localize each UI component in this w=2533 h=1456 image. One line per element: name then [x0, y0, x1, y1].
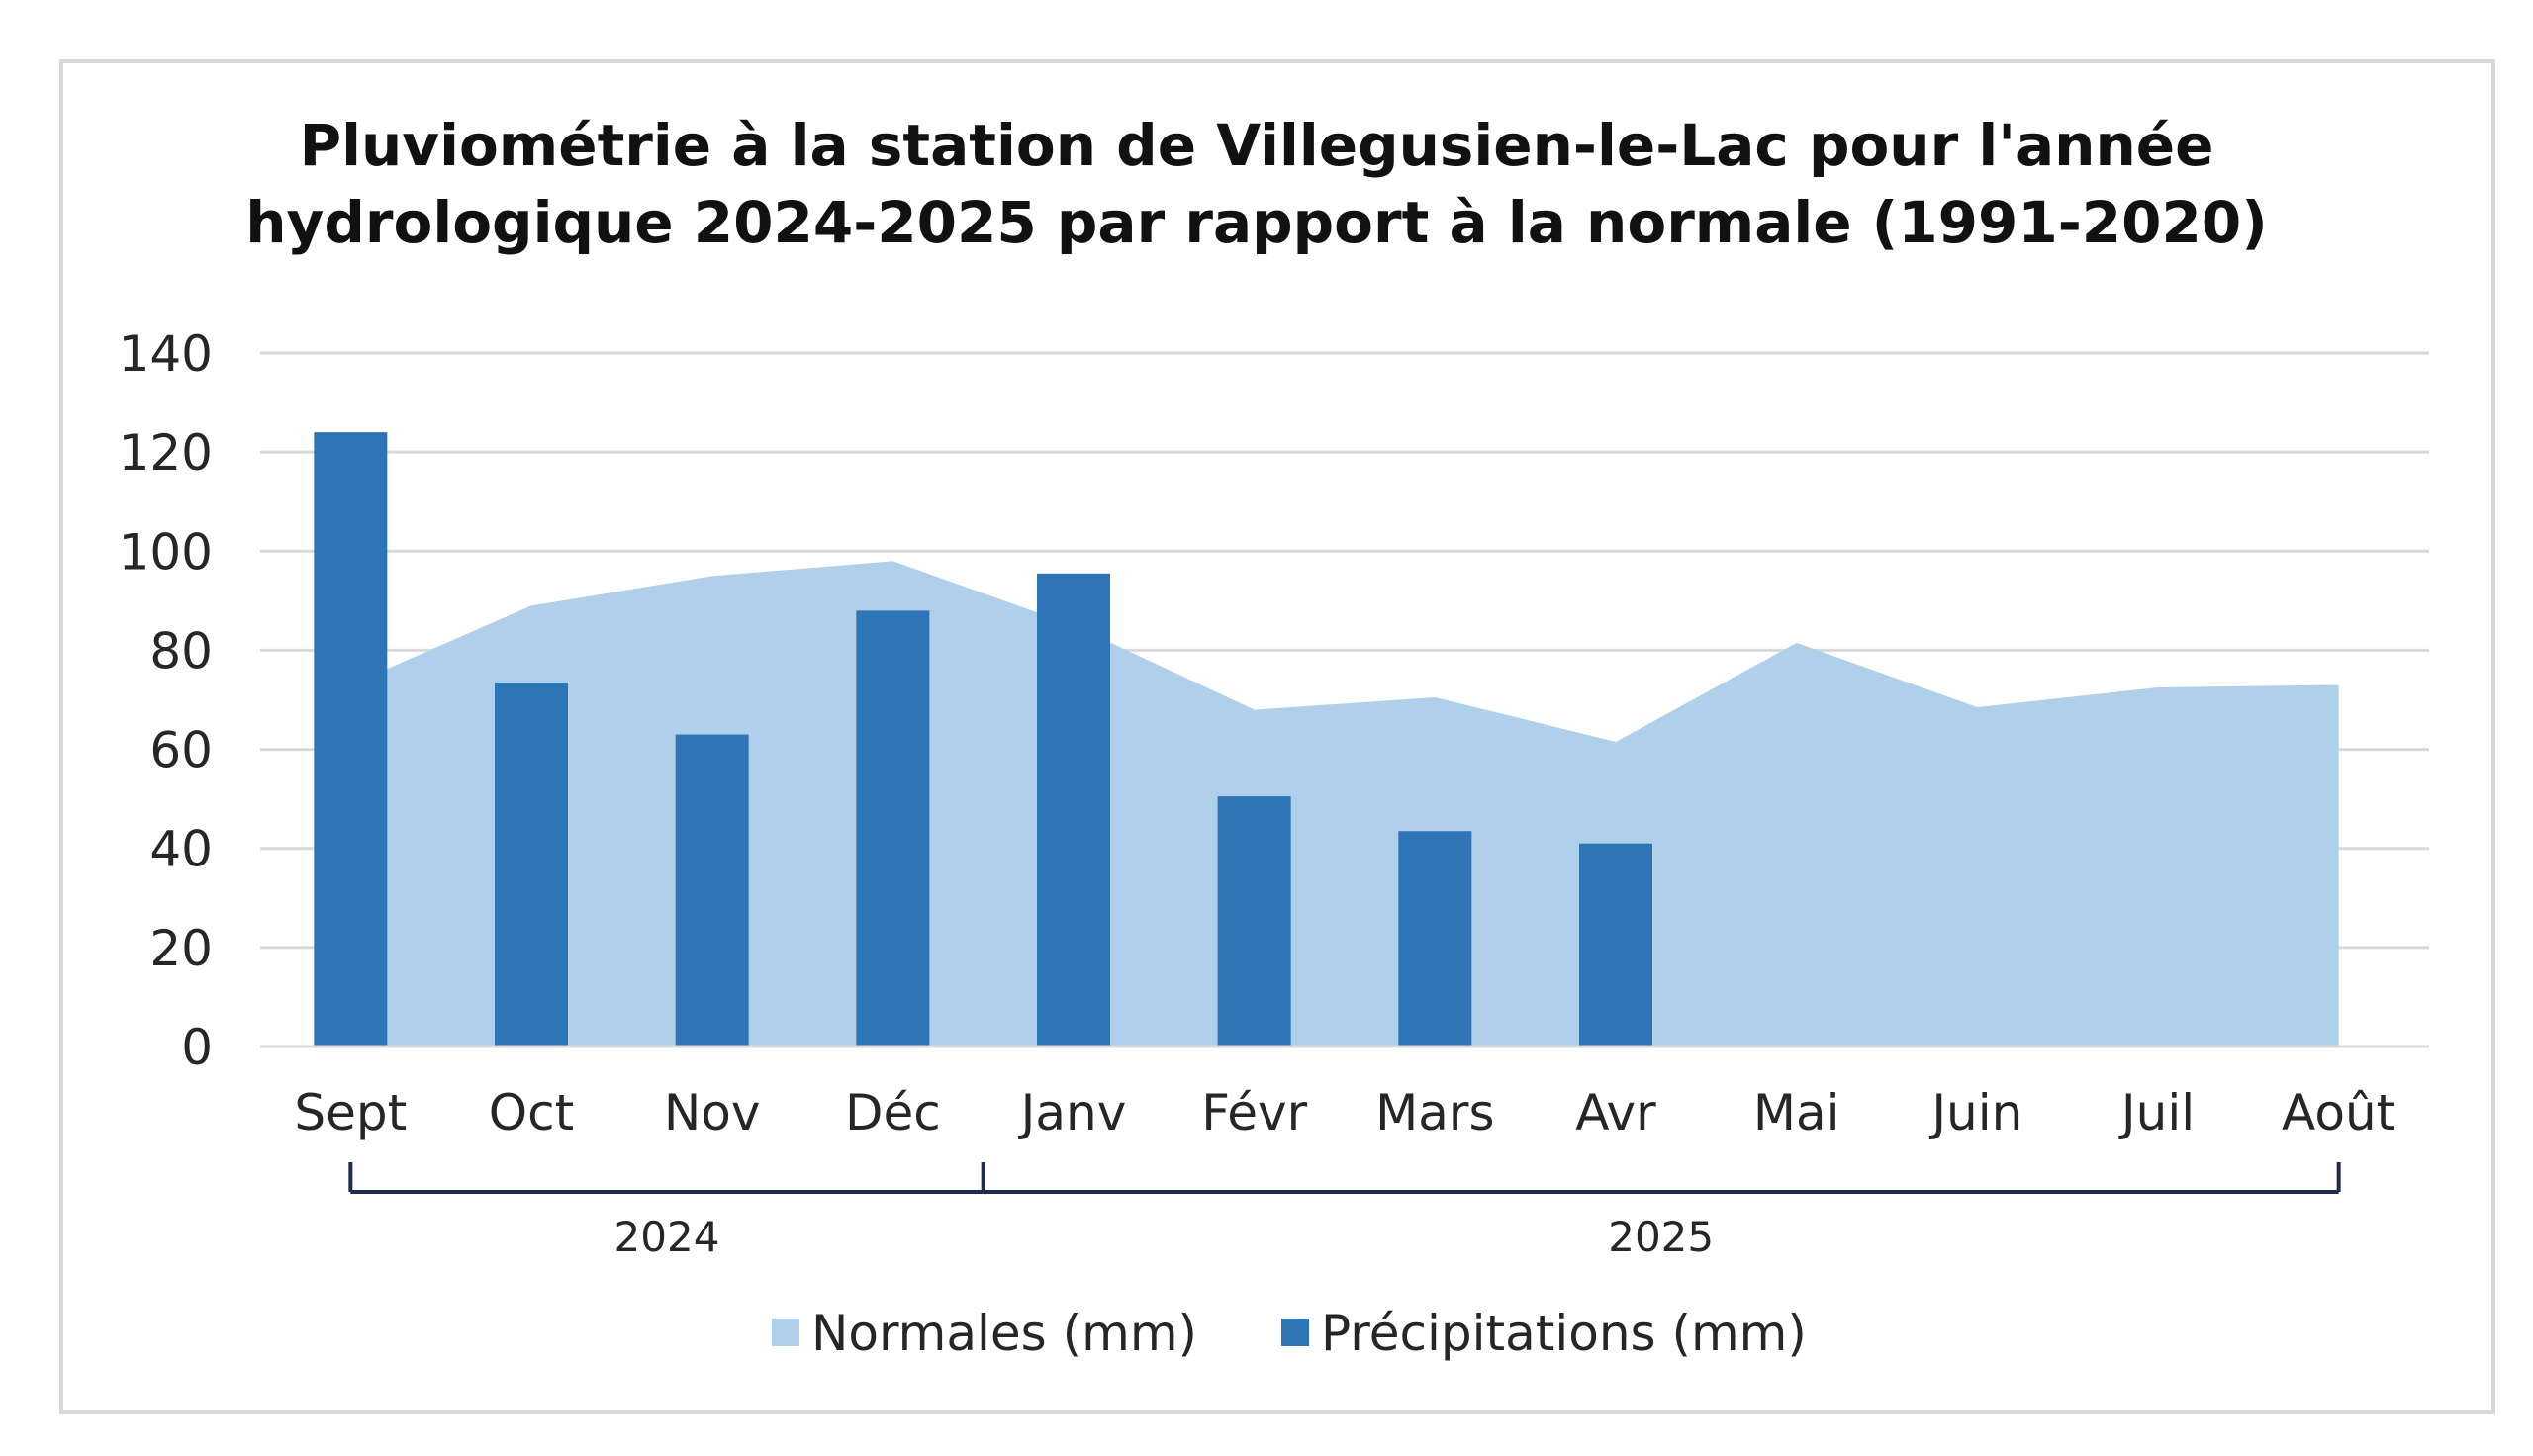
chart-title-line-2: hydrologique 2024-2025 par rapport à la … [245, 189, 2267, 256]
y-tick-label: 20 [149, 920, 213, 977]
y-tick-label: 140 [119, 325, 213, 383]
x-axis-labels: Sept Oct Nov Déc Janv Févr Mars Avr Mai Juin Juil A… [294, 1084, 2395, 1141]
x-category-label: Janv [1018, 1084, 1127, 1141]
legend-swatch [1281, 1319, 1309, 1346]
y-tick-label: 60 [149, 722, 213, 779]
year-label: 2024 [614, 1213, 720, 1261]
x-category-label: Sept [294, 1084, 407, 1141]
precipitation-bar-sept [314, 432, 388, 1047]
y-tick-label: 100 [119, 523, 213, 581]
precipitation-bar-mars [1398, 831, 1472, 1046]
normales-area [350, 561, 2339, 1046]
precipitations-bar-series [314, 432, 1652, 1047]
legend-label: Précipitations (mm) [1321, 1305, 1807, 1362]
legend: Normales (mm) Précipitations (mm) [772, 1305, 1807, 1362]
y-tick-label: 80 [149, 622, 213, 680]
x-category-label: Août [2282, 1084, 2395, 1141]
precipitation-bar-oct [495, 682, 568, 1046]
precipitation-bar-janv [1037, 573, 1110, 1046]
year-brackets: 2024 2025 [348, 1162, 2341, 1261]
y-axis-ticks: 0 20 40 60 80 100 120 140 [119, 325, 213, 1076]
year-label: 2025 [1608, 1213, 1714, 1261]
normales-area-series [350, 561, 2339, 1046]
precipitation-bar-déc [856, 610, 930, 1046]
precipitation-bar-févr [1217, 796, 1291, 1046]
y-tick-label: 0 [181, 1019, 213, 1076]
legend-swatch [772, 1319, 799, 1346]
legend-label: Normales (mm) [811, 1305, 1197, 1362]
x-category-label: Juil [2118, 1084, 2195, 1141]
x-category-label: Avr [1575, 1084, 1656, 1141]
x-category-label: Déc [845, 1084, 941, 1141]
chart-title-line-1: Pluviométrie à la station de Villegusien… [300, 112, 2214, 179]
x-category-label: Mars [1375, 1084, 1494, 1141]
precipitation-bar-avr [1579, 843, 1652, 1046]
y-tick-label: 120 [119, 424, 213, 482]
precipitation-bar-nov [675, 734, 749, 1046]
y-tick-label: 40 [149, 821, 213, 878]
x-category-label: Nov [664, 1084, 761, 1141]
x-category-label: Oct [489, 1084, 574, 1141]
x-category-label: Juin [1928, 1084, 2022, 1141]
chart-title: Pluviométrie à la station de Villegusien… [245, 112, 2267, 256]
chart-frame [59, 59, 2495, 1414]
x-category-label: Mai [1753, 1084, 1840, 1141]
x-category-label: Févr [1201, 1084, 1307, 1141]
